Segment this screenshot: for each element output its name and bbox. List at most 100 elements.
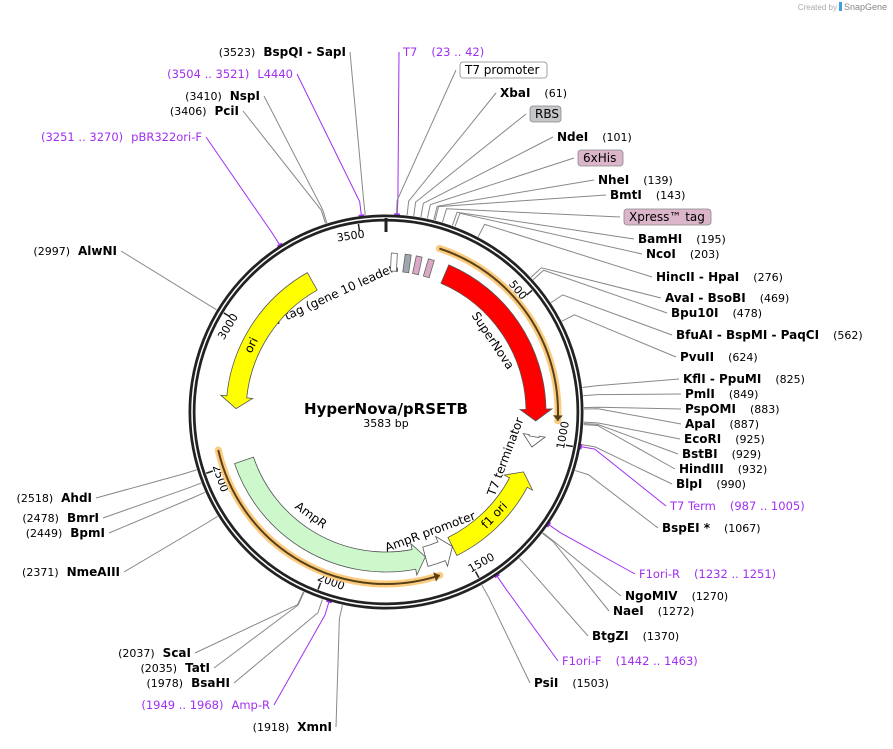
leader-line (477, 223, 653, 278)
enzyme-label[interactable]: PsiI (1503) (534, 676, 609, 690)
enzyme-name: NheI (598, 173, 629, 187)
feature-label[interactable]: Xpress™ tag (623, 208, 712, 226)
enzyme-label[interactable]: NmeAIII (2371) (22, 565, 120, 579)
leader-line (95, 469, 197, 499)
primer-position: (987 .. 1005) (730, 499, 805, 513)
enzyme-label[interactable]: BmrI (2478) (22, 511, 99, 525)
leader-line (426, 157, 575, 219)
primer-label[interactable]: Amp-R (1949 .. 1968) (141, 698, 270, 712)
enzyme-position: (562) (833, 329, 863, 342)
tick-mark (526, 289, 533, 296)
enzyme-name: AhdI (61, 491, 92, 505)
enzyme-label[interactable]: AlwNI (2997) (33, 244, 117, 258)
enzyme-label[interactable]: BamHI (195) (638, 232, 726, 246)
enzyme-label[interactable]: BtgZI (1370) (592, 629, 679, 643)
enzyme-label[interactable]: BpmI (2449) (26, 526, 105, 540)
enzyme-label[interactable]: PspOMI (883) (685, 402, 780, 416)
enzyme-name: PsiI (534, 676, 558, 690)
leader-line (561, 314, 677, 358)
enzyme-label[interactable]: PmlI (849) (685, 387, 758, 401)
enzyme-label[interactable]: BfuAI - BspMI - PaqCI (562) (676, 328, 863, 342)
tick-mark (357, 223, 361, 232)
enzyme-label[interactable]: AhdI (2518) (17, 491, 92, 505)
primer-position: (23 .. 42) (431, 45, 484, 59)
enzyme-name: Bpu10I (671, 306, 718, 320)
primer-label[interactable]: T7 Term (987 .. 1005) (669, 499, 805, 513)
primer-label[interactable]: F1ori-F (1442 .. 1463) (562, 654, 698, 668)
primer-name: T7 Term (669, 499, 716, 513)
primer-name: L4440 (257, 67, 293, 81)
primer-site-marker (579, 443, 583, 450)
feature-label[interactable]: RBS (529, 105, 562, 123)
feature-name: 6xHis (583, 151, 616, 165)
enzyme-position: (2518) (17, 492, 54, 505)
feature-arrow-supernova (440, 264, 554, 422)
primer-site-marker (276, 242, 283, 248)
enzyme-label[interactable]: PvuII (624) (680, 350, 758, 364)
primer-label[interactable]: L4440 (3504 .. 3521) (167, 67, 293, 81)
tick-mark (317, 582, 322, 590)
leader-line (395, 69, 457, 215)
feature-label[interactable]: 6xHis (577, 149, 624, 167)
credit-brand: SnapGene (843, 2, 887, 12)
tick-mark (565, 444, 573, 448)
leader-line (583, 421, 681, 440)
enzyme-label[interactable]: BstBI (929) (682, 447, 761, 461)
enzyme-name: EcoRI (684, 432, 721, 446)
tick-label: 3500 (336, 228, 366, 245)
enzyme-label[interactable]: XbaI (61) (500, 86, 567, 100)
enzyme-name: PmlI (685, 387, 715, 401)
enzyme-name: BlpI (676, 477, 702, 491)
primer-label[interactable]: T7 (23 .. 42) (402, 45, 484, 59)
enzyme-label[interactable]: TatI (2035) (140, 661, 210, 675)
feature-name: Xpress™ tag (629, 210, 705, 224)
enzyme-label[interactable]: NcoI (203) (646, 247, 719, 261)
leader-line (583, 424, 676, 470)
enzyme-position: (3523) (219, 46, 256, 59)
feature-arrow-ampr (234, 456, 426, 577)
credit-prefix: Created by (797, 3, 837, 12)
enzyme-position: (990) (716, 478, 746, 491)
enzyme-name: BtgZI (592, 629, 629, 643)
enzyme-position: (478) (732, 307, 762, 320)
feature-label[interactable]: T7 promoter (459, 61, 548, 79)
enzyme-name: BstBI (682, 447, 718, 461)
plasmid-length: 3583 bp (363, 417, 408, 430)
enzyme-label[interactable]: Bpu10I (478) (671, 306, 762, 320)
enzyme-name: XmnI (297, 720, 332, 734)
enzyme-label[interactable]: BsaHI (1978) (147, 676, 230, 690)
enzyme-label[interactable]: ScaI (2037) (118, 646, 191, 660)
enzyme-label[interactable]: ApaI (887) (685, 417, 759, 431)
enzyme-label[interactable]: BmtI (143) (610, 188, 685, 202)
leader-line (451, 211, 635, 240)
enzyme-label[interactable]: NdeI (101) (557, 130, 632, 144)
enzyme-label[interactable]: BspEI * (1067) (662, 521, 761, 535)
enzyme-label[interactable]: NheI (139) (598, 173, 673, 187)
enzyme-position: (624) (728, 351, 758, 364)
enzyme-label[interactable]: NgoMIV (1270) (625, 589, 728, 603)
enzyme-label[interactable]: NspI (3410) (185, 89, 260, 103)
enzyme-name: NgoMIV (625, 589, 678, 603)
enzyme-label[interactable]: XmnI (1918) (253, 720, 332, 734)
enzyme-name: KflI - PpuMI (683, 372, 761, 386)
enzyme-label[interactable]: PciI (3406) (170, 104, 239, 118)
primer-name: pBR322ori-F (131, 130, 202, 144)
primer-label[interactable]: pBR322ori-F (3251 .. 3270) (41, 130, 202, 144)
leader-line (102, 482, 202, 519)
enzyme-label[interactable]: HincII - HpaI (276) (656, 270, 783, 284)
enzyme-label[interactable]: NaeI (1272) (613, 604, 694, 618)
primer-position: (3251 .. 3270) (41, 130, 123, 144)
enzyme-label[interactable]: EcoRI (925) (684, 432, 765, 446)
enzyme-label[interactable]: KflI - PpuMI (825) (683, 372, 805, 386)
primer-site-marker (546, 521, 552, 528)
orf-line (439, 247, 559, 421)
enzyme-label[interactable]: AvaI - BsoBI (469) (665, 291, 789, 305)
primer-label[interactable]: F1ori-R (1232 .. 1251) (639, 567, 776, 581)
small-feature-rbs (402, 253, 412, 274)
enzyme-label[interactable]: HindIII (932) (679, 462, 767, 476)
enzyme-label[interactable]: BspQI - SapI (3523) (219, 45, 346, 59)
enzyme-label[interactable]: BlpI (990) (676, 477, 746, 491)
leader-line (442, 208, 621, 223)
enzyme-name: PvuII (680, 350, 714, 364)
leader-line (542, 532, 622, 597)
